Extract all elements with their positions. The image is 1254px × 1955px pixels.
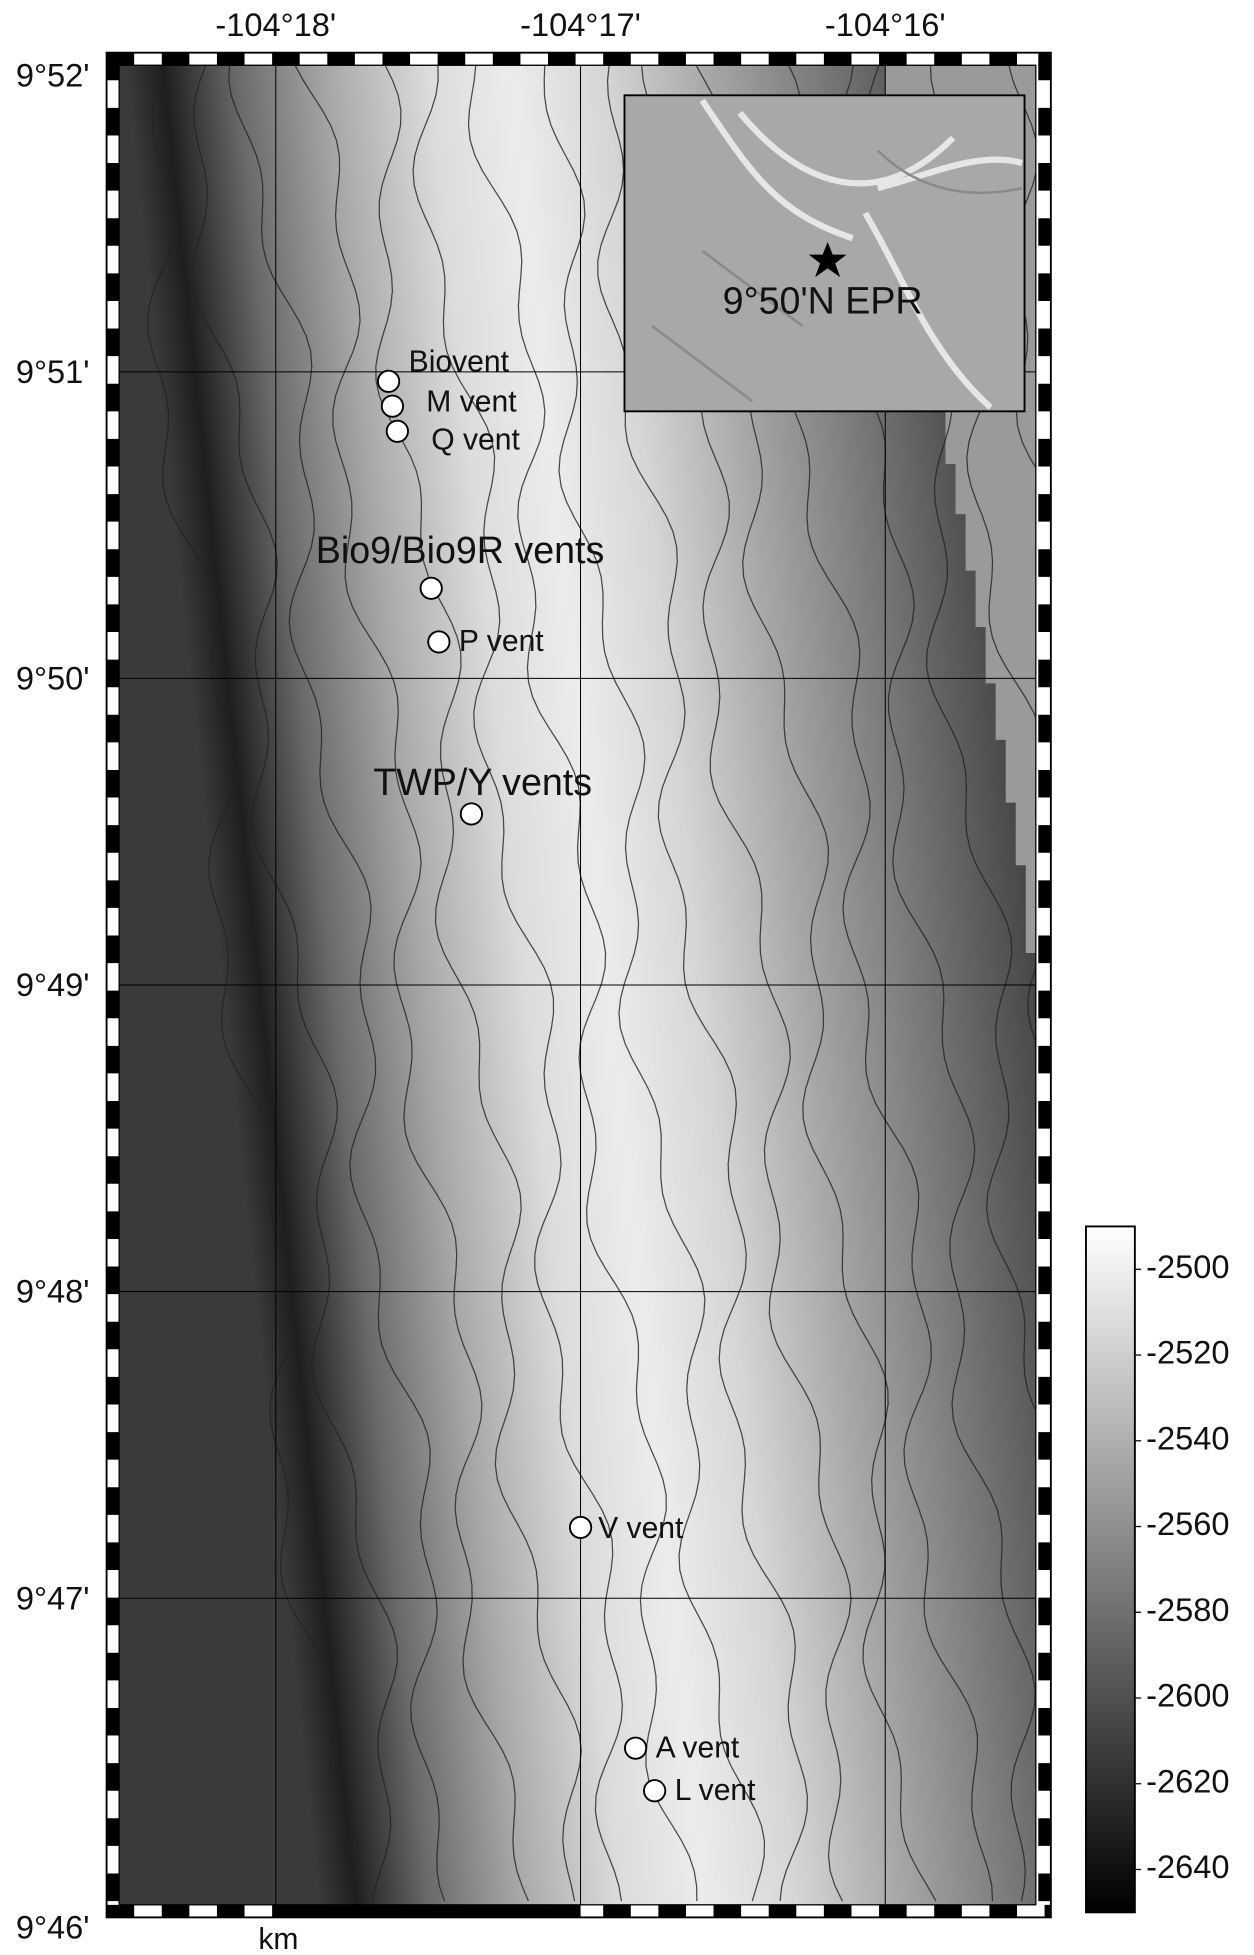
colorbar-tick-label: -2560 xyxy=(1146,1505,1229,1542)
vent-marker xyxy=(376,369,401,393)
vent-marker xyxy=(459,802,484,826)
frame xyxy=(105,51,1052,1919)
vent-marker xyxy=(643,1779,667,1803)
vent-marker xyxy=(385,419,409,443)
vent-label: Biovent xyxy=(409,346,510,379)
vent-marker xyxy=(624,1736,648,1760)
y-tick-label: 9°51' xyxy=(16,353,90,390)
vent-label: L vent xyxy=(675,1774,756,1807)
colorbar-tick-label: -2600 xyxy=(1146,1677,1229,1714)
vent-label: Bio9/Bio9R vents xyxy=(316,529,605,571)
contour-line xyxy=(467,65,698,1902)
y-tick-label: 9°46' xyxy=(16,1909,90,1946)
contour-line xyxy=(375,65,582,1902)
vent-label: TWP/Y vents xyxy=(373,761,592,803)
vent-label: Q vent xyxy=(431,423,520,456)
x-tick-label: -104°17' xyxy=(520,6,641,43)
vent-label: V vent xyxy=(598,1512,684,1545)
colorbar-tick-label: -2640 xyxy=(1146,1848,1229,1885)
vent-marker xyxy=(427,630,451,654)
contour-line xyxy=(228,65,446,1902)
scale-label: km xyxy=(258,1923,298,1955)
colorbar-tick-label: -2620 xyxy=(1146,1762,1229,1799)
colorbar-tick-label: -2500 xyxy=(1146,1248,1229,1285)
x-tick-label: -104°18' xyxy=(215,6,336,43)
y-tick-label: 9°48' xyxy=(16,1273,90,1310)
y-tick-label: 9°47' xyxy=(16,1579,90,1616)
vent-label: P vent xyxy=(459,625,544,658)
x-tick-label: -104°16' xyxy=(825,6,946,43)
colorbar-tick-label: -2540 xyxy=(1146,1419,1229,1456)
colorbar xyxy=(1085,1225,1136,1914)
y-tick-label: 9°49' xyxy=(16,966,90,1003)
vent-label: M vent xyxy=(426,386,517,419)
inset-map: 9°50'N EPR xyxy=(623,94,1026,413)
vent-marker xyxy=(380,394,405,418)
contour-line xyxy=(146,65,359,1902)
colorbar-tick-label: -2580 xyxy=(1146,1591,1229,1628)
colorbar-tick-label: -2520 xyxy=(1146,1334,1229,1371)
vent-marker xyxy=(419,576,443,600)
contour-line xyxy=(412,65,623,1902)
contour-line xyxy=(294,65,530,1902)
contour-line xyxy=(191,65,399,1902)
contour-line xyxy=(543,65,766,1902)
vent-marker xyxy=(568,1515,593,1540)
inset-label: 9°50'N EPR xyxy=(723,279,923,321)
y-tick-label: 9°50' xyxy=(16,660,90,697)
y-tick-label: 9°52' xyxy=(16,56,90,93)
vent-label: A vent xyxy=(656,1731,740,1764)
